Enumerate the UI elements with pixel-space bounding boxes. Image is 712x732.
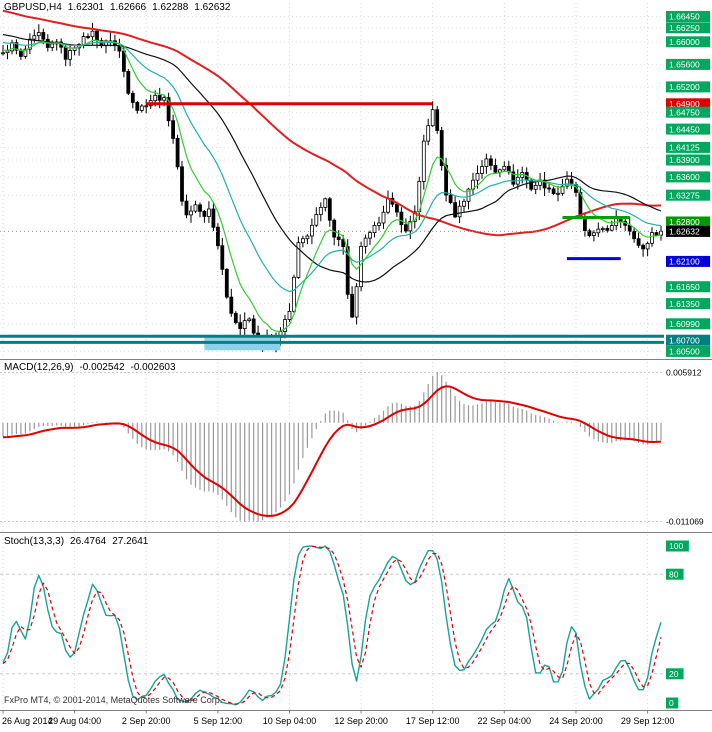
- stoch-signal-value: 27.2641: [112, 536, 149, 547]
- svg-text:29 Sep 12:00: 29 Sep 12:00: [621, 716, 675, 726]
- svg-text:26 Aug 2014: 26 Aug 2014: [2, 716, 53, 726]
- svg-text:1.63275: 1.63275: [669, 190, 700, 200]
- svg-text:1.64750: 1.64750: [669, 107, 700, 117]
- svg-text:1.66000: 1.66000: [669, 37, 700, 47]
- price-label: 1.65600: [666, 58, 711, 70]
- svg-text:1.63600: 1.63600: [669, 172, 700, 182]
- svg-text:1.62800: 1.62800: [669, 217, 700, 227]
- svg-text:17 Sep 12:00: 17 Sep 12:00: [406, 716, 460, 726]
- macd-signal-value: -0.002603: [130, 362, 176, 373]
- svg-text:1.64125: 1.64125: [669, 143, 700, 153]
- stoch-indicator-title: Stoch(13,3,3) 26.4764 27.2641: [4, 536, 154, 547]
- price-label: 1.63600: [666, 171, 711, 183]
- svg-text:2 Sep 20:00: 2 Sep 20:00: [122, 716, 171, 726]
- stoch-scale-label: 0: [666, 697, 679, 709]
- stoch-level-lines: [0, 573, 664, 675]
- ohlc-high: 1.62666: [109, 2, 147, 13]
- svg-text:10 Sep 04:00: 10 Sep 04:00: [263, 716, 317, 726]
- price-label: 1.62632: [666, 225, 711, 237]
- price-label: 1.61650: [666, 281, 711, 293]
- macd-value: -0.002542: [79, 362, 125, 373]
- stoch-main-line: [2, 545, 662, 706]
- svg-text:80: 80: [669, 569, 679, 579]
- panel-separators: [0, 359, 712, 711]
- svg-text:1.60700: 1.60700: [669, 335, 700, 345]
- ma-mid-black: [2, 33, 662, 283]
- horizontal-gridlines: [0, 16, 664, 352]
- svg-text:12 Sep 20:00: 12 Sep 20:00: [334, 716, 388, 726]
- price-label: 1.60700: [666, 334, 711, 346]
- vertical-gridlines: [2, 3, 649, 709]
- macd-scale-max-label: 0.005912: [666, 368, 702, 378]
- svg-text:1.65200: 1.65200: [669, 82, 700, 92]
- price-label: 1.62800: [666, 216, 711, 228]
- price-label: 1.64125: [666, 141, 711, 153]
- main-chart-title: GBPUSD,H4 1.62301 1.62666 1.62288 1.62632: [4, 2, 236, 13]
- stoch-scale-label: 100: [666, 540, 689, 552]
- svg-text:20: 20: [669, 669, 679, 679]
- price-label: 1.65200: [666, 81, 711, 93]
- macd-signal-line: [2, 385, 662, 517]
- ohlc-open: 1.62301: [67, 2, 104, 13]
- svg-text:24 Sep 20:00: 24 Sep 20:00: [549, 716, 603, 726]
- macd-indicator-title: MACD(12,26,9) -0.002542 -0.002603: [4, 362, 182, 373]
- svg-text:5 Sep 12:00: 5 Sep 12:00: [194, 716, 243, 726]
- svg-text:22 Sep 04:00: 22 Sep 04:00: [478, 716, 532, 726]
- macd-name: MACD(12,26,9): [4, 362, 74, 373]
- price-label: 1.66000: [666, 36, 711, 48]
- stoch-signal-line: [2, 545, 662, 705]
- svg-text:1.60500: 1.60500: [669, 347, 700, 357]
- svg-text:1.64900: 1.64900: [669, 99, 700, 109]
- stoch-name: Stoch(13,3,3): [4, 536, 65, 547]
- price-label: 1.66450: [666, 11, 711, 22]
- stoch-scale-label: 20: [666, 668, 684, 680]
- macd-scale-gridlines: [0, 372, 664, 522]
- price-label: 1.63275: [666, 189, 711, 201]
- price-label: 1.64750: [666, 106, 711, 118]
- macd-histogram: [2, 372, 662, 522]
- svg-text:1.62100: 1.62100: [669, 257, 700, 267]
- ma-fast-green: [2, 39, 662, 332]
- macd-scale-min-label: -0.011069: [666, 517, 704, 527]
- svg-text:29 Aug 04:00: 29 Aug 04:00: [48, 716, 101, 726]
- svg-text:1.60990: 1.60990: [669, 319, 700, 329]
- ma-slow-red: [2, 9, 662, 237]
- price-label: 1.66250: [666, 22, 711, 34]
- copyright-text: FxPro MT4, © 2001-2014, MetaQuotes Softw…: [4, 695, 223, 705]
- svg-text:1.65600: 1.65600: [669, 60, 700, 70]
- svg-text:0: 0: [669, 698, 674, 708]
- price-label: 1.64450: [666, 123, 711, 135]
- svg-text:1.61350: 1.61350: [669, 299, 700, 309]
- svg-text:100: 100: [669, 541, 683, 551]
- svg-text:1.62632: 1.62632: [669, 227, 700, 237]
- stoch-value: 26.4764: [70, 536, 107, 547]
- svg-text:1.63900: 1.63900: [669, 155, 700, 165]
- price-label: 1.60500: [666, 345, 711, 357]
- svg-text:1.66450: 1.66450: [669, 12, 700, 22]
- svg-text:1.66250: 1.66250: [669, 23, 700, 33]
- stoch-scale-label: 80: [666, 568, 684, 580]
- svg-text:1.61650: 1.61650: [669, 282, 700, 292]
- ma-teal: [2, 41, 662, 293]
- ohlc-close: 1.62632: [194, 2, 231, 13]
- price-label: 1.64900: [666, 98, 711, 110]
- price-label: 1.60990: [666, 318, 711, 330]
- price-label: 1.61350: [666, 298, 711, 310]
- price-label: 1.62100: [666, 255, 711, 267]
- price-label: 1.63900: [666, 154, 711, 166]
- svg-text:1.64450: 1.64450: [669, 124, 700, 134]
- symbol-period: GBPUSD,H4: [4, 2, 62, 13]
- ohlc-low: 1.62288: [152, 2, 189, 13]
